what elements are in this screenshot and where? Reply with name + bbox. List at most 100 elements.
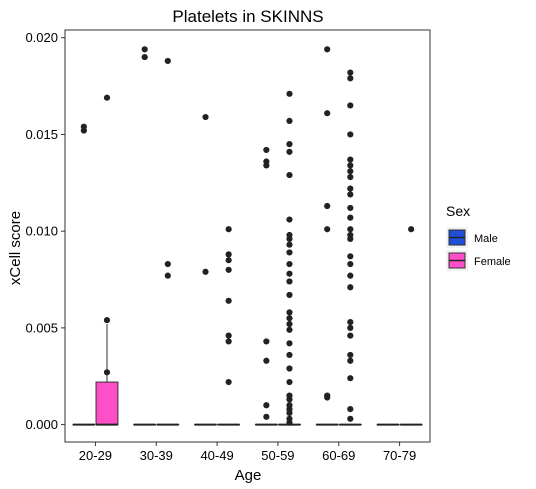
outlier-point	[408, 226, 415, 233]
outlier-point	[286, 315, 293, 322]
y-axis: 0.000 0.005 0.010 0.015 0.020	[25, 30, 65, 432]
outlier-point	[347, 272, 354, 279]
x-tick-label: 30-39	[140, 448, 173, 463]
outlier-point	[347, 253, 354, 260]
outlier-point	[347, 284, 354, 291]
outlier-point	[286, 365, 293, 372]
y-axis-title: xCell score	[7, 211, 24, 285]
outlier-point	[324, 226, 331, 233]
outlier-point	[347, 131, 354, 138]
outlier-point	[286, 260, 293, 268]
outlier-point	[225, 378, 232, 386]
outlier-point	[347, 214, 354, 221]
outlier-point	[347, 185, 354, 192]
outlier-point	[263, 146, 270, 154]
outlier-point	[347, 318, 354, 326]
outlier-point	[286, 141, 293, 148]
x-tick-label: 50-59	[261, 448, 294, 463]
y-tick-label: 0.020	[25, 30, 58, 45]
outlier-point	[141, 46, 148, 53]
outlier-point	[286, 171, 293, 179]
x-tick-label: 40-49	[200, 448, 233, 463]
outlier-point	[286, 148, 293, 155]
outlier-point	[103, 369, 111, 376]
outlier-point	[263, 402, 270, 409]
outlier-point	[347, 324, 354, 331]
outlier-point	[225, 297, 232, 304]
y-tick-label: 0.010	[25, 224, 58, 239]
box-body	[95, 381, 119, 426]
outlier-point	[347, 168, 354, 175]
outlier-point	[103, 317, 111, 324]
outlier-point	[286, 351, 293, 359]
outlier-point	[286, 270, 293, 277]
outlier-point	[347, 69, 354, 76]
outlier-point	[164, 272, 171, 279]
outlier-point	[324, 46, 331, 53]
legend-title: Sex	[446, 203, 470, 219]
outlier-point	[286, 409, 293, 417]
x-tick-label: 70-79	[383, 448, 416, 463]
outlier-point	[225, 251, 232, 258]
outlier-point	[225, 266, 232, 273]
outlier-point	[263, 338, 270, 345]
outlier-point	[286, 340, 293, 347]
outlier-point	[347, 332, 354, 339]
outlier-point	[347, 75, 354, 82]
outlier-point	[225, 226, 232, 233]
outlier-point	[347, 191, 354, 198]
y-tick-label: 0.005	[25, 320, 58, 335]
outlier-point	[141, 53, 148, 61]
outlier-point	[286, 291, 293, 299]
legend-label-male: Male	[474, 233, 498, 245]
outlier-point	[286, 117, 293, 125]
outlier-point	[202, 268, 209, 275]
x-axis: 20-29 30-39 40-49 50-59 60-69 70-79	[79, 442, 416, 463]
outlier-point	[347, 351, 354, 359]
y-tick-label: 0.015	[25, 127, 58, 142]
outlier-point	[286, 249, 293, 256]
outlier-point	[263, 162, 270, 169]
outlier-point	[103, 94, 111, 101]
outlier-point	[286, 216, 293, 223]
legend-label-female: Female	[474, 256, 511, 268]
outlier-point	[324, 110, 331, 117]
outlier-point	[286, 326, 293, 333]
outlier-point	[347, 173, 354, 181]
outlier-point	[347, 204, 354, 212]
outlier-point	[225, 257, 232, 264]
outlier-point	[164, 57, 171, 65]
outlier-point	[202, 113, 209, 121]
outlier-point	[286, 235, 293, 243]
outlier-point	[347, 162, 354, 169]
outlier-point	[263, 413, 270, 420]
outlier-point	[286, 241, 293, 248]
outlier-point	[347, 260, 354, 268]
outlier-point	[347, 406, 354, 413]
outlier-point	[347, 357, 354, 364]
outlier-point	[225, 338, 232, 345]
outlier-point	[286, 278, 293, 285]
outlier-point	[347, 102, 354, 109]
plot-panel	[64, 29, 431, 443]
outlier-point	[164, 260, 171, 268]
outlier-point	[286, 419, 293, 426]
outlier-point	[347, 226, 354, 233]
outlier-point	[286, 378, 293, 386]
outlier-point	[263, 357, 270, 364]
outlier-point	[286, 396, 293, 403]
legend: Sex Male Female	[446, 203, 511, 271]
outlier-point	[225, 332, 232, 339]
outliers-layer	[80, 46, 415, 426]
outlier-point	[286, 309, 293, 316]
outlier-point	[286, 320, 293, 328]
x-tick-label: 60-69	[322, 448, 355, 463]
outlier-point	[324, 202, 331, 210]
outlier-point	[347, 156, 354, 163]
outlier-point	[324, 394, 331, 401]
x-axis-title: Age	[235, 467, 262, 484]
y-tick-label: 0.000	[25, 417, 58, 432]
x-tick-label: 20-29	[79, 448, 112, 463]
outlier-point	[347, 235, 354, 243]
